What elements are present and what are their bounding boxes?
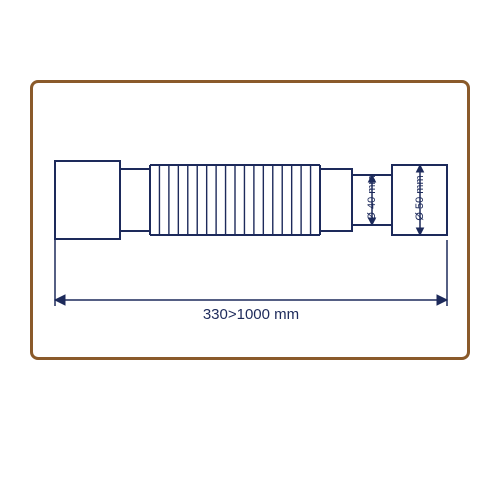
diameter-40-label: Ø 40 mm <box>366 168 378 228</box>
technical-drawing <box>0 0 500 500</box>
diameter-50-label: Ø 50 mm <box>414 168 426 228</box>
length-dimension-label: 330>1000 mm <box>191 306 311 323</box>
